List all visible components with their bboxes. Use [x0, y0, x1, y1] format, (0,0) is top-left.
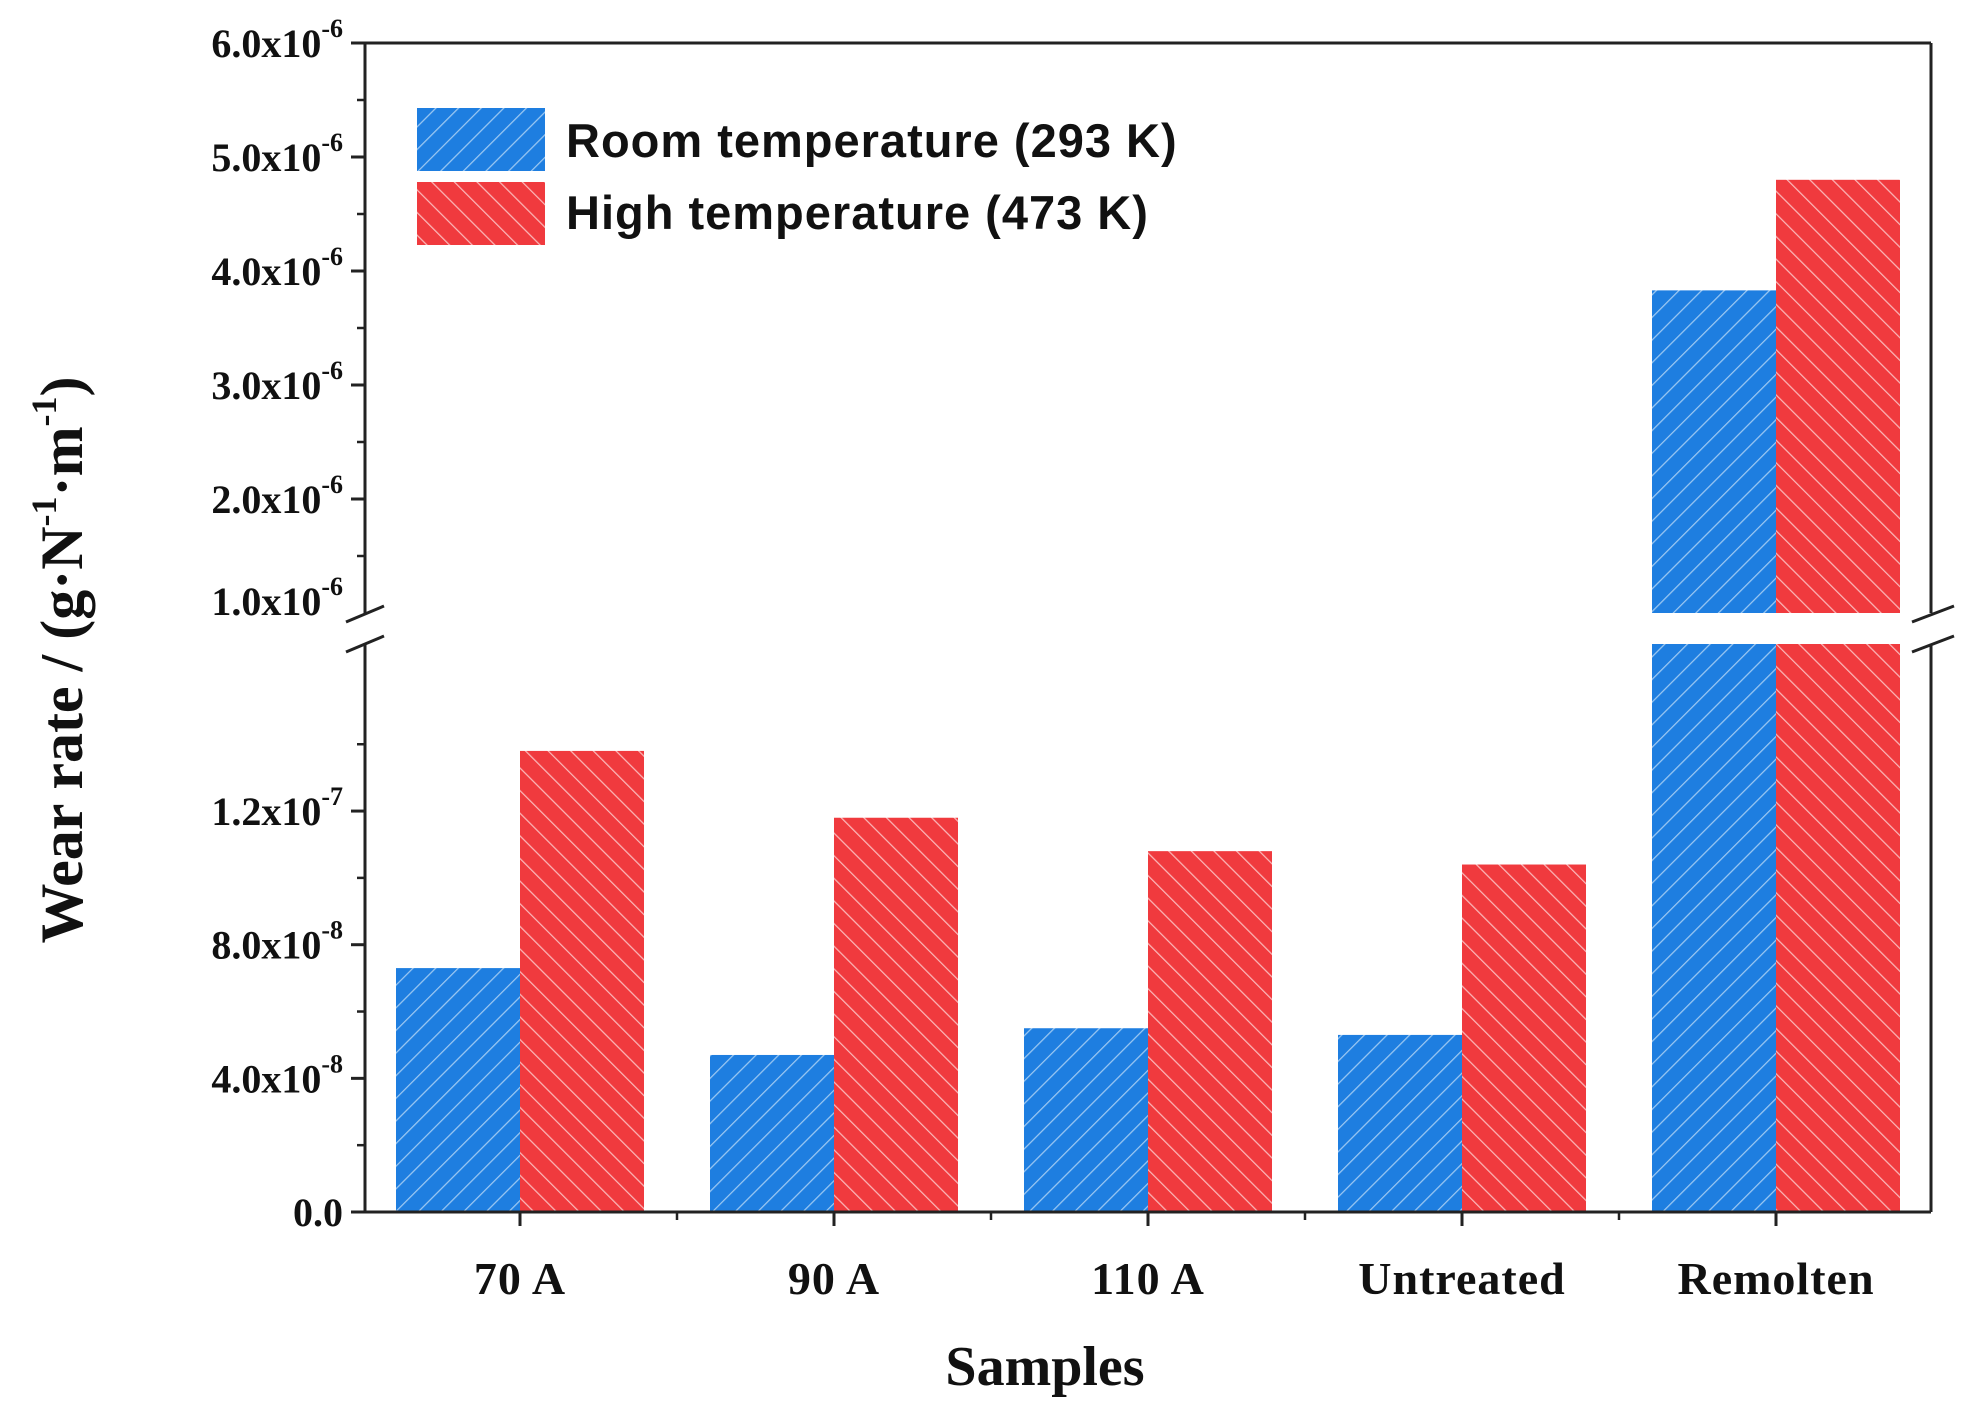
bar-high-remolten-upper	[1776, 179, 1900, 614]
y-axis-title-end: )	[29, 376, 95, 396]
y-tick-label-base: 1.2x10	[211, 789, 321, 834]
y-tick-label-exponent: -6	[321, 14, 343, 43]
bar-high-90-a	[834, 817, 958, 1212]
axis-break-mark-left-2	[345, 634, 385, 654]
y-axis-title-mid: ·m	[29, 426, 95, 496]
y-axis-title: Wear rate / (g·N-1·m-1)	[24, 376, 95, 943]
legend: Room temperature (293 K) High temperatur…	[417, 108, 1178, 245]
axis-break-mark-right-1	[1911, 604, 1955, 624]
bar-room-remolten-upper	[1652, 290, 1776, 613]
x-axis-title: Samples	[945, 1336, 1144, 1398]
legend-swatch-room	[417, 108, 545, 171]
y-tick-label-exponent: -6	[321, 242, 343, 271]
y-tick-label-exponent: -6	[321, 128, 343, 157]
legend-swatch-high	[417, 182, 545, 245]
bar-room-untreated	[1338, 1034, 1462, 1212]
bar-room-remolten-lower	[1652, 644, 1776, 1212]
y-tick-label-exponent: -7	[321, 782, 343, 811]
x-tick-label-untreated: Untreated	[1358, 1253, 1565, 1304]
y-tick-label-upper-2: 4.0x10-6	[211, 242, 343, 294]
y-tick-label-base: 0.0	[293, 1190, 343, 1235]
y-tick-label-upper-1: 3.0x10-6	[211, 356, 343, 408]
y-tick-label-lower-1: 4.0x10-8	[211, 1049, 343, 1101]
y-tick-label-exponent: -8	[321, 916, 343, 945]
bar-high-110-a	[1148, 851, 1272, 1212]
bar-room-70-a	[396, 968, 520, 1212]
y-tick-label-base: 2.0x10	[211, 477, 321, 522]
y-axis-title-main: Wear rate / (g·N	[29, 526, 95, 943]
y-tick-label-base: 4.0x10	[211, 1056, 321, 1101]
bar-high-remolten-lower	[1776, 644, 1900, 1212]
y-axis-title-sup1: -1	[24, 496, 64, 526]
y-tick-label-base: 4.0x10	[211, 249, 321, 294]
y-tick-label-lower-3: 1.2x10-7	[211, 782, 343, 834]
bar-room-110-a	[1024, 1028, 1148, 1212]
y-tick-label-exponent: -6	[321, 572, 343, 601]
legend-label-room: Room temperature (293 K)	[566, 114, 1178, 167]
bar-high-70-a	[520, 750, 644, 1212]
x-tick-label-110-a: 110 A	[1091, 1253, 1205, 1304]
y-tick-label-upper-break: 1.0x10-6	[211, 572, 343, 624]
y-tick-label-base: 1.0x10	[211, 579, 321, 624]
axis-break-mark-right-2	[1911, 634, 1955, 654]
y-tick-label-base: 3.0x10	[211, 363, 321, 408]
x-tick-label-90-a: 90 A	[788, 1253, 880, 1304]
y-tick-label-lower-2: 8.0x10-8	[211, 916, 343, 968]
y-tick-label-upper-3: 5.0x10-6	[211, 128, 343, 180]
y-tick-label-exponent: -6	[321, 470, 343, 499]
y-tick-label-upper-0: 2.0x10-6	[211, 470, 343, 522]
y-tick-label-exponent: -8	[321, 1049, 343, 1078]
bar-room-90-a	[710, 1054, 834, 1212]
y-tick-label-base: 5.0x10	[211, 135, 321, 180]
y-tick-label-upper-4: 6.0x10-6	[211, 14, 343, 66]
y-tick-label-base: 8.0x10	[211, 923, 321, 968]
y-axis-title-sup2: -1	[24, 396, 64, 426]
legend-label-high: High temperature (473 K)	[566, 186, 1149, 239]
x-tick-label-remolten: Remolten	[1677, 1253, 1874, 1304]
axis-break-mark-left-1	[345, 604, 385, 624]
x-tick-label-70-a: 70 A	[474, 1253, 566, 1304]
y-tick-label-exponent: -6	[321, 356, 343, 385]
bar-high-untreated	[1462, 864, 1586, 1212]
y-tick-label-lower-0: 0.0	[293, 1190, 343, 1235]
y-tick-label-base: 6.0x10	[211, 21, 321, 66]
